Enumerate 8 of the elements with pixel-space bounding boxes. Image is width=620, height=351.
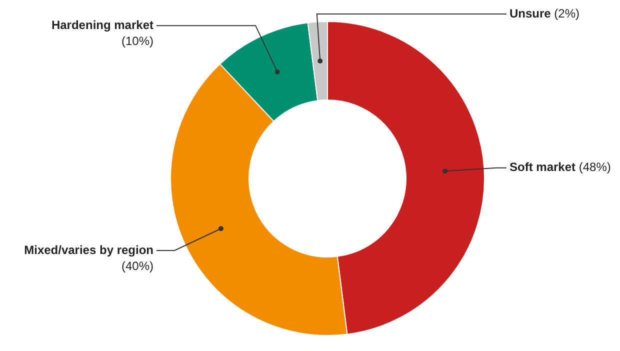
slice-label: Soft market xyxy=(510,160,576,174)
slice-label: Hardening market xyxy=(51,18,154,32)
data-label: (2%) xyxy=(554,6,580,20)
data-label: (48%) xyxy=(578,160,611,174)
slice-label: Mixed/varies by region xyxy=(24,242,154,257)
data-label: (10%) xyxy=(121,34,154,48)
slice-label: Unsure xyxy=(510,6,552,20)
data-label: (40%) xyxy=(121,258,154,273)
